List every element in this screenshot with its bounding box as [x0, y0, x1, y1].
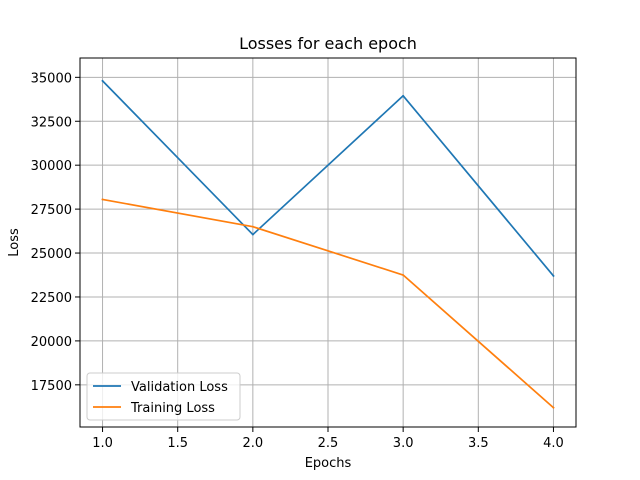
x-tick-label: 3.0 — [393, 436, 414, 451]
x-tick-label: 2.0 — [243, 436, 264, 451]
series-layer — [101, 79, 555, 409]
ticks-layer: 1.0 1.5 2.0 2.5 3.0 3.5 4.0 17500 20000 22500 2500… — [31, 71, 564, 451]
y-tick-label: 27500 — [31, 203, 72, 218]
data-point — [101, 79, 104, 82]
data-point — [251, 233, 254, 236]
x-tick-label: 4.0 — [543, 436, 564, 451]
legend-label-0: Validation Loss — [131, 380, 228, 395]
chart-title: Losses for each epoch — [239, 34, 417, 53]
y-tick-label: 25000 — [31, 247, 72, 262]
y-tick-label: 30000 — [31, 159, 72, 174]
data-point — [552, 274, 555, 277]
x-tick-label: 2.5 — [318, 436, 339, 451]
legend: Validation Loss Training Loss — [86, 372, 241, 421]
series-line-1 — [101, 198, 555, 409]
y-tick-label: 17500 — [31, 379, 72, 394]
data-point — [402, 94, 405, 97]
y-axis-label: Loss — [7, 228, 22, 257]
legend-box — [86, 372, 241, 421]
x-tick-label: 1.0 — [92, 436, 113, 451]
x-axis-label: Epochs — [305, 456, 352, 471]
x-tick-label: 1.5 — [167, 436, 188, 451]
y-tick-label: 22500 — [31, 291, 72, 306]
y-tick-label: 35000 — [31, 71, 72, 86]
data-point — [402, 274, 405, 276]
y-tick-label: 32500 — [31, 115, 72, 130]
legend-label-1: Training Loss — [130, 401, 215, 416]
x-tick-label: 3.5 — [468, 436, 489, 451]
y-tick-label: 20000 — [31, 335, 72, 350]
data-point — [251, 225, 254, 228]
series-line-0 — [101, 79, 555, 278]
data-point — [101, 198, 104, 201]
data-point — [552, 406, 555, 409]
